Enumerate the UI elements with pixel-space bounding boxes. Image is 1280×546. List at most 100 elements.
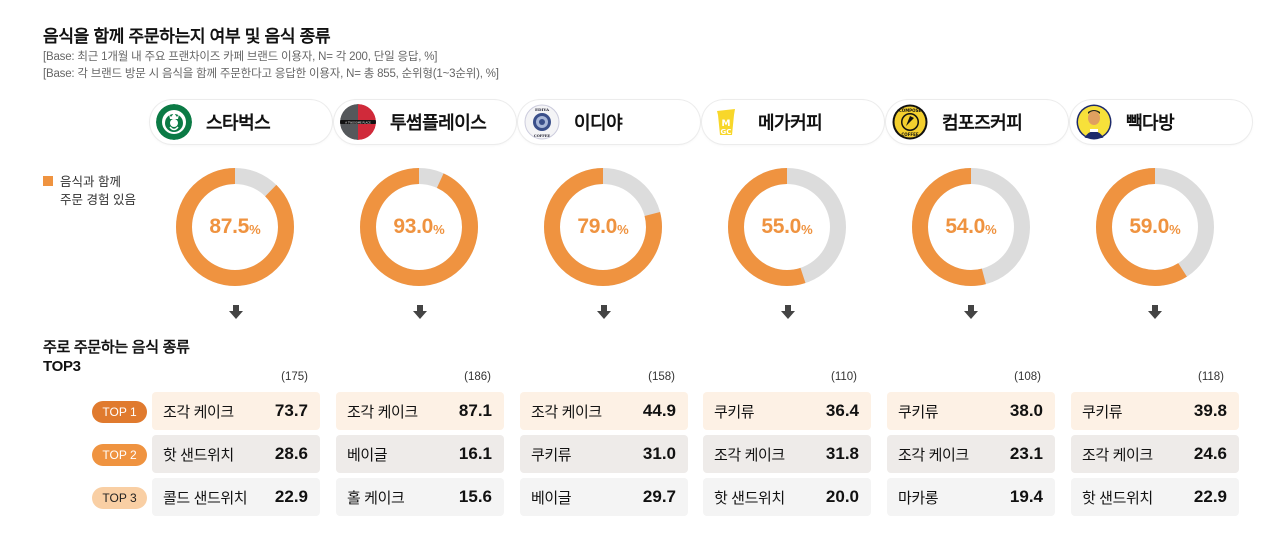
brand-name: 빽다방 xyxy=(1126,113,1175,133)
donut-twosome: 93.0% xyxy=(360,168,478,286)
donut-ediya: 79.0% xyxy=(544,168,662,286)
svg-text:A TWOSOME PLACE: A TWOSOME PLACE xyxy=(345,120,371,124)
table-row: 베이글 29.7 xyxy=(520,478,688,516)
table-row: 조각 케이크 44.9 xyxy=(520,392,688,430)
sample-size-mega: (110) xyxy=(831,371,857,383)
starbucks-logo-icon xyxy=(156,104,192,140)
base-note-1: [Base: 최근 1개월 내 주요 프랜차이즈 카페 브랜드 이용자, N= … xyxy=(43,51,438,63)
arrow-down-icon xyxy=(597,305,611,319)
donut-paiks: 59.0% xyxy=(1096,168,1214,286)
food-item: 베이글 xyxy=(347,446,388,464)
table-row: 쿠키류 39.8 xyxy=(1071,392,1239,430)
legend: 음식과 함께 주문 경험 있음 xyxy=(43,173,136,209)
table-row: 조각 케이크 23.1 xyxy=(887,435,1055,473)
food-value: 29.7 xyxy=(642,487,676,506)
food-item: 조각 케이크 xyxy=(347,403,418,421)
donut-mega: 55.0% xyxy=(728,168,846,286)
brand-name: 메가커피 xyxy=(758,113,823,133)
paiks-coffee-logo-icon xyxy=(1076,104,1112,140)
percent-value: 87.5 xyxy=(209,215,250,238)
food-item: 쿠키류 xyxy=(898,403,939,421)
rank-badge-3: TOP 3 xyxy=(92,487,147,509)
food-value: 22.9 xyxy=(274,487,308,506)
percent-value: 93.0 xyxy=(393,215,434,238)
svg-text:M: M xyxy=(722,119,731,129)
rank-badge-2: TOP 2 xyxy=(92,444,147,466)
table-row: 쿠키류 38.0 xyxy=(887,392,1055,430)
rank-badge-1: TOP 1 xyxy=(92,401,147,423)
brand-pill-compose: COMPOSE COFFEE 컴포즈커피 xyxy=(886,100,1068,144)
brand-name: 투썸플레이스 xyxy=(390,113,487,133)
brand-pill-mega: M GC 메가커피 xyxy=(702,100,884,144)
donut-compose: 54.0% xyxy=(912,168,1030,286)
table-row: 마카롱 19.4 xyxy=(887,478,1055,516)
sample-size-starbucks: (175) xyxy=(281,371,308,383)
brand-pill-ediya: EDIYA COFFEE 이디야 xyxy=(518,100,700,144)
svg-text:EDIYA: EDIYA xyxy=(535,107,550,112)
ediya-logo-icon: EDIYA COFFEE xyxy=(524,104,560,140)
percent-sign: % xyxy=(249,221,261,237)
table-row: 핫 샌드위치 20.0 xyxy=(703,478,871,516)
sample-size-ediya: (158) xyxy=(648,371,675,383)
food-value: 19.4 xyxy=(1009,487,1043,506)
food-value: 36.4 xyxy=(825,401,859,420)
food-item: 콜드 샌드위치 xyxy=(163,489,248,507)
food-value: 39.8 xyxy=(1193,401,1227,420)
food-value: 87.1 xyxy=(458,401,492,420)
food-item: 마카롱 xyxy=(898,489,939,507)
base-note-2: [Base: 각 브랜드 방문 시 음식을 함께 주문한다고 응답한 이용자, … xyxy=(43,68,499,80)
food-value: 44.9 xyxy=(642,401,676,420)
table-row: 쿠키류 36.4 xyxy=(703,392,871,430)
food-value: 24.6 xyxy=(1193,444,1227,463)
arrow-down-icon xyxy=(1148,305,1162,319)
twosome-place-logo-icon: A TWOSOME PLACE xyxy=(340,104,376,140)
food-value: 22.9 xyxy=(1193,487,1227,506)
food-item: 쿠키류 xyxy=(1082,403,1123,421)
percent-value: 59.0 xyxy=(1129,215,1170,238)
compose-coffee-logo-icon: COMPOSE COFFEE xyxy=(892,104,928,140)
section-title-top3: 주로 주문하는 음식 종류 TOP3 xyxy=(43,339,190,375)
food-item: 조각 케이크 xyxy=(163,403,234,421)
table-row: 조각 케이크 87.1 xyxy=(336,392,504,430)
percent-sign: % xyxy=(985,221,997,237)
food-value: 20.0 xyxy=(825,487,859,506)
legend-swatch xyxy=(43,176,53,186)
food-item: 핫 샌드위치 xyxy=(1082,489,1153,507)
arrow-down-icon xyxy=(229,305,243,319)
percent-value: 79.0 xyxy=(577,215,618,238)
food-item: 조각 케이크 xyxy=(714,446,785,464)
table-row: 핫 샌드위치 28.6 xyxy=(152,435,320,473)
arrow-down-icon xyxy=(781,305,795,319)
table-row: 쿠키류 31.0 xyxy=(520,435,688,473)
brand-name: 이디야 xyxy=(574,113,623,133)
percent-value: 55.0 xyxy=(761,215,802,238)
food-item: 조각 케이크 xyxy=(1082,446,1153,464)
table-row: 조각 케이크 73.7 xyxy=(152,392,320,430)
food-item: 핫 샌드위치 xyxy=(714,489,785,507)
food-item: 조각 케이크 xyxy=(531,403,602,421)
food-value: 31.8 xyxy=(825,444,859,463)
food-item: 쿠키류 xyxy=(714,403,755,421)
brand-pill-twosome: A TWOSOME PLACE 투썸플레이스 xyxy=(334,100,516,144)
table-row: 핫 샌드위치 22.9 xyxy=(1071,478,1239,516)
sample-size-paiks: (118) xyxy=(1198,371,1224,383)
food-item: 조각 케이크 xyxy=(898,446,969,464)
brand-name: 컴포즈커피 xyxy=(942,113,1023,133)
food-item: 핫 샌드위치 xyxy=(163,446,234,464)
food-value: 31.0 xyxy=(642,444,676,463)
food-value: 15.6 xyxy=(458,487,492,506)
percent-sign: % xyxy=(617,221,629,237)
page-title: 음식을 함께 주문하는지 여부 및 음식 종류 xyxy=(43,27,331,46)
legend-label: 음식과 함께 주문 경험 있음 xyxy=(60,175,136,207)
food-item: 베이글 xyxy=(531,489,572,507)
sample-size-twosome: (186) xyxy=(464,371,491,383)
food-value: 73.7 xyxy=(274,401,308,420)
percent-sign: % xyxy=(433,221,445,237)
arrow-down-icon xyxy=(413,305,427,319)
percent-value: 54.0 xyxy=(945,215,986,238)
svg-text:COFFEE: COFFEE xyxy=(534,134,550,138)
svg-text:COMPOSE: COMPOSE xyxy=(899,108,922,113)
table-row: 홀 케이크 15.6 xyxy=(336,478,504,516)
food-value: 23.1 xyxy=(1009,444,1043,463)
percent-sign: % xyxy=(801,221,813,237)
